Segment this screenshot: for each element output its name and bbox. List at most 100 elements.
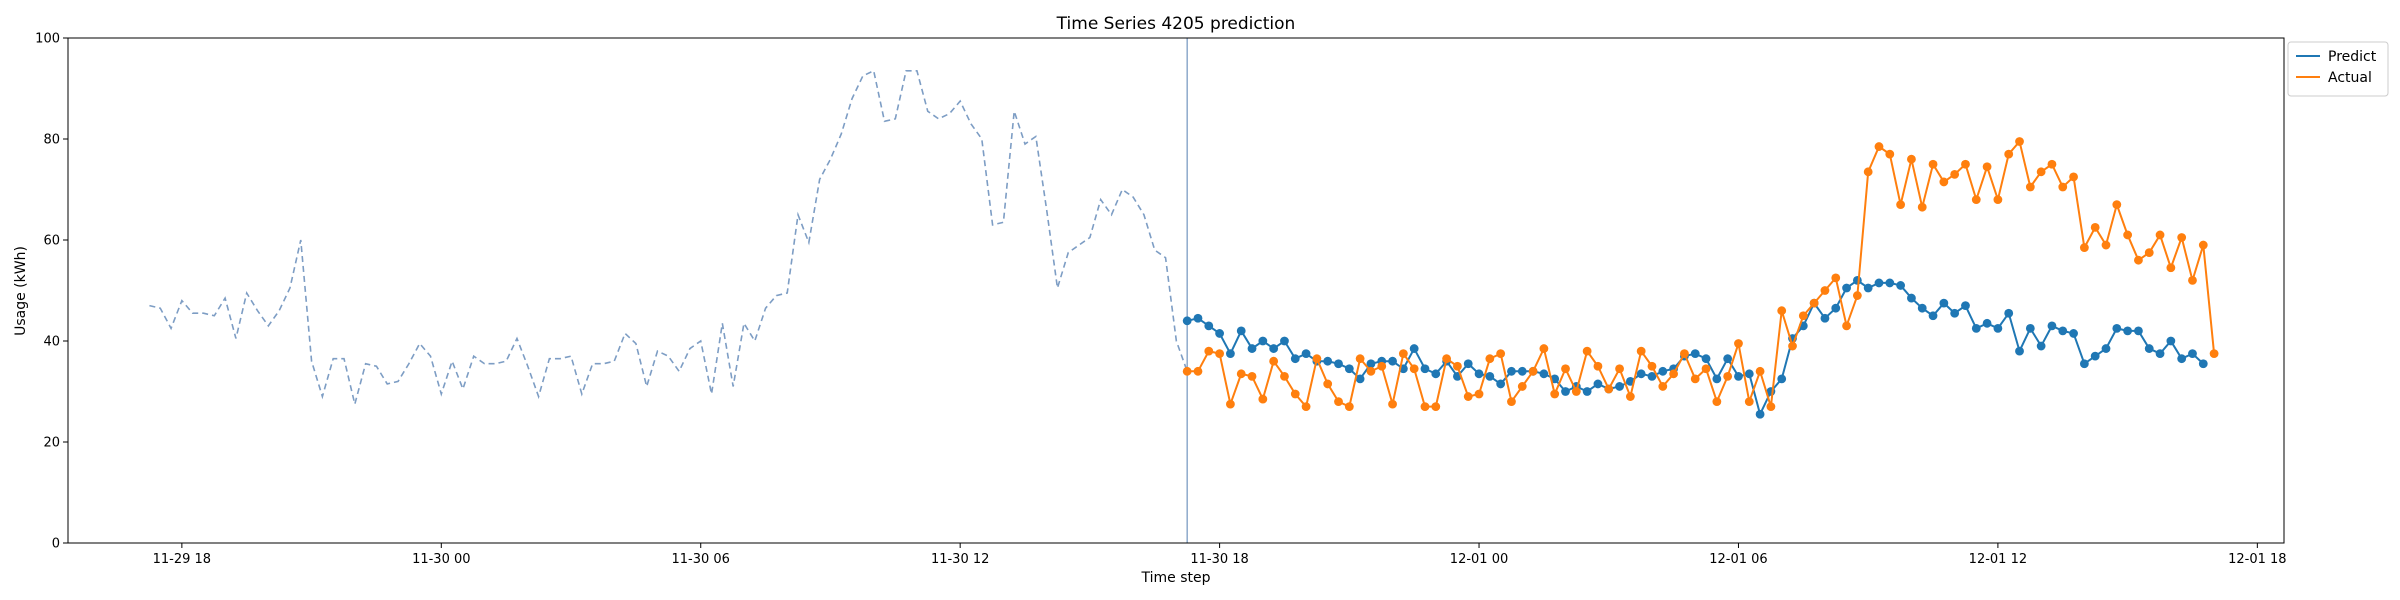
y-tick-label: 40 <box>43 335 60 350</box>
predict-point <box>1928 311 1938 321</box>
predict-point <box>1982 318 1992 328</box>
axes-frame <box>67 37 2285 544</box>
plot-area <box>149 38 2219 543</box>
actual-point <box>1290 389 1300 399</box>
predict-point <box>1247 344 1257 353</box>
actual-point <box>1463 392 1473 401</box>
actual-point <box>1647 361 1657 371</box>
actual-point <box>1669 369 1679 379</box>
actual-point <box>1528 366 1538 376</box>
predict-point <box>2166 336 2176 346</box>
actual-point <box>1366 366 1376 376</box>
predict-point <box>1539 369 1549 379</box>
actual-point <box>1744 397 1754 406</box>
history-line <box>149 69 1188 405</box>
actual-point <box>2123 230 2133 240</box>
actual-point <box>1842 321 1851 331</box>
actual-point <box>1831 273 1841 283</box>
predict-point <box>1420 364 1430 374</box>
actual-point <box>1247 371 1257 381</box>
predict-point <box>1744 369 1754 379</box>
actual-point <box>2079 243 2089 252</box>
actual-point <box>2198 240 2208 250</box>
actual-point <box>2090 222 2100 232</box>
actual-point <box>1226 399 1235 409</box>
actual-point <box>1950 169 1960 179</box>
predict-point <box>2123 326 2133 336</box>
actual-point <box>1182 366 1192 376</box>
y-axis-title: Usage (kWh) <box>13 246 29 336</box>
actual-point <box>2015 137 2024 146</box>
predict-point <box>1950 308 1960 318</box>
actual-point <box>2069 172 2078 182</box>
actual-point <box>1712 397 1722 406</box>
actual-point <box>2177 233 2187 242</box>
predict-point <box>1593 379 1603 389</box>
actual-point <box>2155 230 2165 240</box>
actual-point <box>2101 240 2111 250</box>
predict-point <box>1636 369 1646 379</box>
actual-point <box>1788 341 1797 351</box>
predict-point <box>1366 359 1376 369</box>
actual-point <box>2134 255 2143 265</box>
actual-point <box>1550 389 1560 399</box>
predict-point <box>1755 409 1765 419</box>
actual-point <box>1928 159 1938 169</box>
actual-point <box>1204 346 1214 356</box>
actual-point <box>1507 397 1516 406</box>
actual-point <box>1604 384 1614 394</box>
predict-point <box>1517 366 1527 376</box>
x-tick-label: 11-30 12 <box>931 552 989 567</box>
actual-point <box>1690 374 1700 384</box>
x-tick-label: 12-01 18 <box>2228 552 2286 567</box>
predict-point <box>1885 278 1895 288</box>
actual-point <box>1907 154 1916 164</box>
predict-point <box>2198 359 2208 369</box>
predict-point <box>1615 382 1624 391</box>
predict-point <box>1182 316 1192 326</box>
predict-point <box>1236 326 1246 336</box>
predict-point <box>1831 303 1841 313</box>
actual-point <box>1193 366 1203 376</box>
predict-point <box>1301 349 1311 359</box>
actual-point <box>1215 349 1224 359</box>
actual-point <box>1723 371 1733 381</box>
actual-point <box>1820 286 1830 295</box>
predict-point <box>2047 321 2057 331</box>
predict-point <box>1431 369 1441 379</box>
actual-point <box>2188 276 2197 285</box>
predict-point <box>1582 387 1592 396</box>
actual-point <box>1961 159 1970 169</box>
predict-point <box>1269 344 1279 353</box>
actual-point <box>1377 361 1387 371</box>
actual-point <box>1334 397 1343 406</box>
y-tick-label: 100 <box>35 32 60 47</box>
y-tick-label: 60 <box>43 234 60 249</box>
actual-point <box>1388 399 1397 409</box>
predict-point <box>1226 349 1235 359</box>
predict-point <box>1344 364 1354 374</box>
actual-point <box>2025 182 2035 192</box>
actual-point <box>1809 298 1819 308</box>
actual-point <box>1344 402 1354 412</box>
actual-point <box>1874 142 1884 151</box>
predict-point <box>1561 387 1570 396</box>
predict-point <box>2144 344 2154 353</box>
predict-point <box>1409 344 1419 353</box>
predict-point <box>2036 341 2046 351</box>
actual-point <box>1409 364 1419 374</box>
x-tick-label: 11-30 00 <box>412 552 470 567</box>
actual-point <box>1355 354 1365 364</box>
actual-point <box>1236 369 1246 379</box>
actual-point <box>1582 346 1592 356</box>
predict-point <box>1939 298 1949 308</box>
actual-point <box>1993 195 2003 205</box>
x-tick-label: 12-01 00 <box>1450 552 1508 567</box>
predict-point <box>1993 323 2003 333</box>
predict-point <box>1474 369 1484 379</box>
predict-point <box>1658 366 1668 376</box>
actual-point <box>1539 344 1549 353</box>
predict-point <box>1334 359 1343 369</box>
chart-title: Time Series 4205 prediction <box>1056 14 1296 34</box>
predict-point <box>2079 359 2089 369</box>
